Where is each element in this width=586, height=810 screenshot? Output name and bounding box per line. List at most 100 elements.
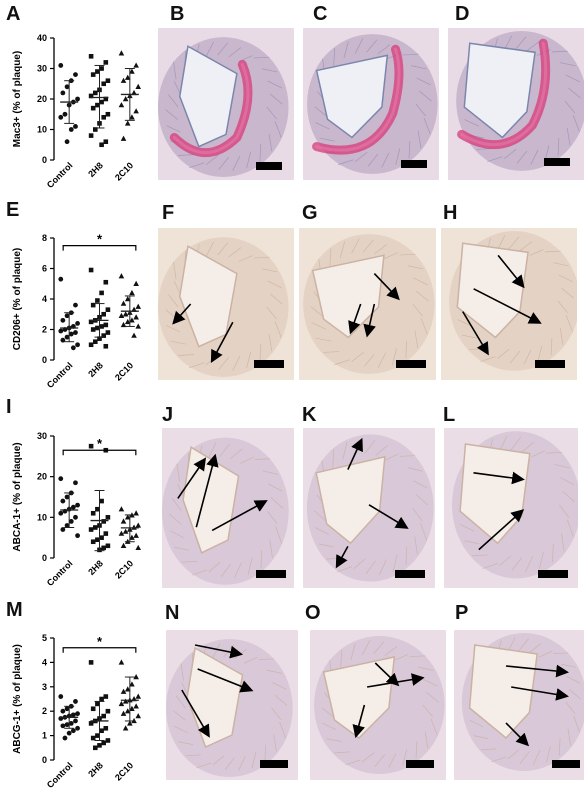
y-axis-label: CD206+ (% of plaque) [12,248,23,351]
data-point [103,139,109,144]
x-tick-label: 2C10 [113,160,135,182]
data-point [101,333,106,338]
data-point [120,321,127,328]
data-point [103,343,109,349]
scale-bar [535,360,565,368]
error-bar [120,514,139,543]
data-point [133,314,139,320]
annotation-arrow [363,303,376,338]
y-tick-label: 4 [42,657,47,667]
scale-bar [544,158,570,166]
x-tick-label: Control [45,760,75,790]
y-tick-label: 0 [42,755,47,765]
data-point [75,342,80,348]
data-point [64,722,70,728]
annotation-arrow [374,662,400,687]
panel-label-f: F [162,202,175,224]
data-point [118,530,125,536]
data-point [120,300,127,306]
data-point [129,114,135,120]
scale-bar [256,162,282,170]
y-tick-label: 20 [37,94,47,104]
y-tick-label: 0 [42,355,47,365]
y-axis-label: ABCA-1+ (% of plaque) [12,442,23,551]
annotation-arrow [177,457,207,499]
data-point [133,108,139,114]
x-tick-label: 2C10 [113,558,135,580]
y-axis-label: Mac3+ (% of plaque) [12,51,23,147]
error-bar [60,705,79,729]
data-point [93,745,98,751]
data-point [73,514,78,520]
y-tick-label: 0 [42,155,47,165]
data-point [129,68,135,74]
data-point [64,334,70,340]
data-point [90,539,96,545]
vessel-lumen [178,45,238,148]
data-point [73,330,78,335]
data-point [124,120,131,126]
data-point [90,735,96,741]
chart-cd206-svg: 0 2 4 6 8 CD206+ (% of plaque) Control 2H8 2C10 * [12,232,142,390]
chart-abca1-svg: 0 10 20 30 ABCA-1+ (% of plaque) Control 2H8 2C… [12,431,142,588]
data-point [73,718,78,724]
data-point [58,114,64,120]
data-point [60,708,66,714]
micrograph-j [162,428,294,588]
data-point [88,527,94,532]
significance-star: * [97,634,103,649]
data-point [101,311,106,317]
vessel-lumen [468,644,539,740]
data-point [135,544,142,551]
x-tick-label: 2H8 [86,360,105,379]
vessel-lumen [178,245,238,348]
data-point [120,518,127,524]
data-point [122,725,129,731]
y-tick-label: 20 [37,472,47,482]
data-point [103,96,109,102]
vessel-lumen [456,242,529,339]
data-point [99,728,104,734]
data-point [62,111,68,117]
chart-abcg1-svg: 0 1 2 3 4 5 ABCG-1+ (% of plaque) Control 2H8 2C1… [12,633,142,790]
error-bar [90,303,109,338]
data-point [90,327,96,332]
scale-bar [401,160,427,168]
data-point [68,519,74,524]
annotation-arrow [497,254,525,289]
scale-bar [538,570,568,578]
error-bar [60,492,79,528]
annotation-arrow [181,689,210,738]
data-point [95,102,100,108]
data-point [105,543,111,549]
data-point [88,133,94,138]
data-point [88,93,94,99]
data-point [90,105,96,111]
data-point [73,480,78,486]
annotation-arrow [473,471,525,485]
annotation-arrow [352,704,366,739]
data-point [58,476,64,482]
y-tick-label: 6 [42,264,47,274]
data-point [58,276,64,282]
error-bar [120,68,139,121]
annotation-arrow [348,303,362,335]
data-point [133,280,139,286]
data-point [135,522,142,528]
data-point [124,514,131,520]
data-point [58,328,64,334]
error-bar [120,676,139,722]
micrograph-o [310,630,446,780]
data-point [88,267,94,273]
data-point [131,332,137,338]
micrograph-b [158,28,294,180]
scale-bar [406,760,434,768]
data-point [95,325,100,331]
data-point [133,510,139,516]
data-point [99,99,104,105]
y-tick-label: 30 [37,431,47,441]
panel-label-g: G [302,202,318,224]
data-point [64,706,70,712]
data-point [88,443,94,449]
x-tick-label: 2C10 [113,760,135,782]
